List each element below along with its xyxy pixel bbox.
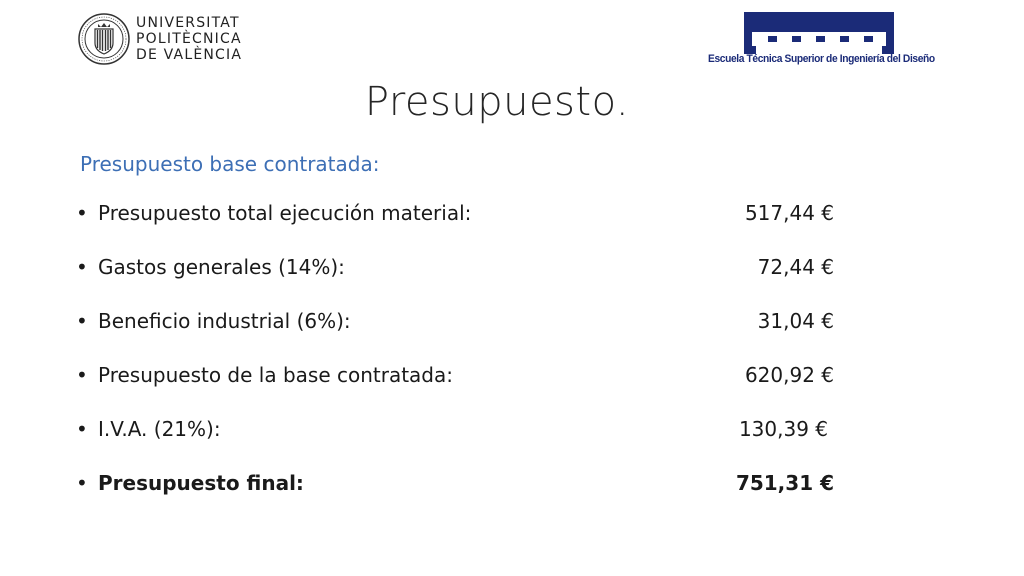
etsid-building-icon bbox=[744, 12, 894, 54]
slide-subtitle: Presupuesto base contratada: bbox=[80, 152, 380, 176]
bullet: • bbox=[76, 363, 88, 387]
bullet: • bbox=[76, 471, 88, 495]
budget-item-label: Gastos generales (14%): bbox=[98, 255, 345, 279]
upv-logo: UNIVERSITAT POLITÈCNICA DE VALÈNCIA bbox=[78, 13, 258, 69]
budget-item-value: 517,44 € bbox=[744, 201, 834, 225]
budget-item-base-contratada: • Presupuesto de la base contratada: 620… bbox=[76, 360, 836, 414]
budget-item-label: I.V.A. (21%): bbox=[98, 417, 221, 441]
budget-item-iva: • I.V.A. (21%): 130,39 € bbox=[76, 414, 836, 468]
budget-item-value: 620,92 € bbox=[744, 363, 834, 387]
budget-item-beneficio-industrial: • Beneficio industrial (6%): 31,04 € bbox=[76, 306, 836, 360]
upv-name-line-3: DE VALÈNCIA bbox=[136, 47, 243, 63]
budget-item-label: Presupuesto final: bbox=[98, 471, 304, 495]
upv-name: UNIVERSITAT POLITÈCNICA DE VALÈNCIA bbox=[136, 15, 242, 63]
upv-name-line-2: POLITÈCNICA bbox=[136, 31, 242, 47]
budget-item-label: Presupuesto total ejecución material: bbox=[98, 201, 472, 225]
budget-item-value: 751,31 € bbox=[735, 471, 834, 495]
etsid-logo: Escuela Técnica Superior de Ingeniería d… bbox=[708, 10, 935, 70]
bullet: • bbox=[76, 417, 88, 441]
budget-list: • Presupuesto total ejecución material: … bbox=[76, 198, 836, 522]
budget-item-value: 130,39 € bbox=[738, 417, 828, 441]
bullet: • bbox=[76, 201, 88, 225]
budget-item-value: 31,04 € bbox=[757, 309, 834, 333]
budget-item-label: Beneficio industrial (6%): bbox=[98, 309, 351, 333]
bullet: • bbox=[76, 255, 88, 279]
etsid-name: Escuela Técnica Superior de Ingeniería d… bbox=[708, 53, 935, 65]
budget-item-label: Presupuesto de la base contratada: bbox=[98, 363, 453, 387]
university-seal-icon bbox=[78, 13, 130, 65]
budget-item-gastos-generales: • Gastos generales (14%): 72,44 € bbox=[76, 252, 836, 306]
bullet: • bbox=[76, 309, 88, 333]
budget-item-final: • Presupuesto final: 751,31 € bbox=[76, 468, 836, 522]
budget-item-value: 72,44 € bbox=[757, 255, 834, 279]
budget-item-material: • Presupuesto total ejecución material: … bbox=[76, 198, 836, 252]
upv-name-line-1: UNIVERSITAT bbox=[136, 15, 240, 31]
slide-title: Presupuesto. bbox=[364, 79, 630, 125]
